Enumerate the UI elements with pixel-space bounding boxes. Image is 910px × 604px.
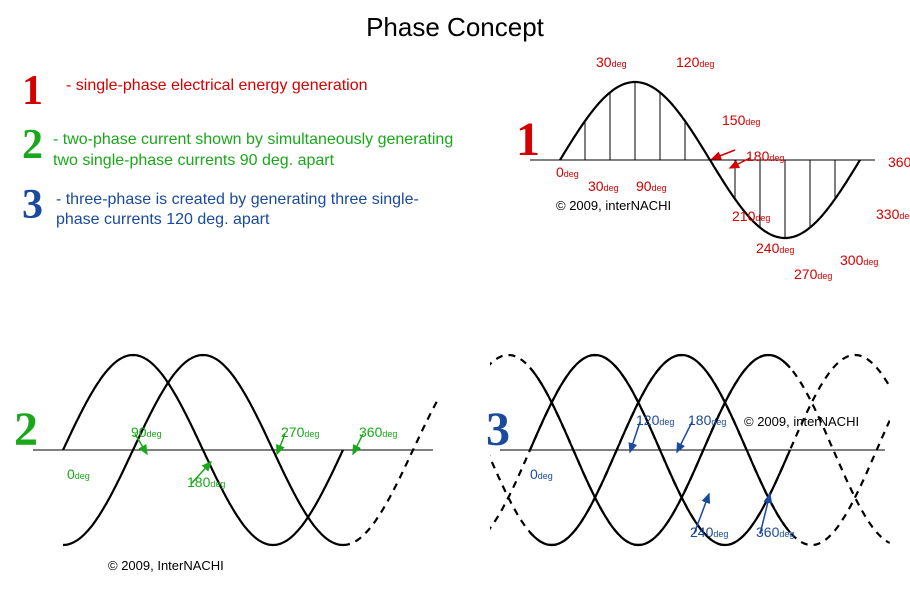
deg-label: 180deg [746,148,784,164]
wave-svg [520,60,880,260]
panel-number: 2 [14,406,38,454]
deg-label: 90deg [131,424,162,440]
panel-three-phase: 30deg120deg180deg240deg360deg© 2009, int… [490,320,900,590]
deg-label: 0deg [556,164,579,180]
deg-label: 0deg [530,466,553,482]
deg-label: 360deg [756,524,794,540]
panel-two-phase: 20deg90deg180deg270deg360deg© 2009, Inte… [18,320,448,590]
panel-number: 3 [486,406,510,454]
deg-label: 240deg [756,240,794,256]
deg-label: 330deg [876,206,910,222]
legend-num-3: 3 [22,184,46,226]
deg-label: 240deg [690,524,728,540]
deg-label: 360deg [359,424,397,440]
deg-label: 90deg [636,178,667,194]
legend-text-2: - two-phase current shown by simultaneou… [53,124,462,172]
legend-row-1: 1 - single-phase electrical energy gener… [22,70,462,112]
wave-svg [18,320,438,580]
wave-svg [490,320,890,580]
deg-label: 120deg [636,412,674,428]
copyright: © 2009, interNACHI [556,198,671,213]
legend-row-3: 3 - three-phase is created by generating… [22,184,462,232]
copyright: © 2009, InterNACHI [108,558,224,573]
deg-label: 360deg [888,154,910,170]
deg-label: 270deg [794,266,832,282]
legend-row-2: 2 - two-phase current shown by simultane… [22,124,462,172]
legend-num-2: 2 [22,124,43,166]
deg-label: 120deg [676,54,714,70]
legend-text-1: - single-phase electrical energy generat… [66,70,368,97]
legend-text-3: - three-phase is created by generating t… [56,184,462,232]
deg-label: 300deg [840,252,878,268]
deg-label: 180deg [688,412,726,428]
deg-label: 0deg [67,466,90,482]
deg-label: 30deg [588,178,619,194]
panel-number: 1 [516,116,540,164]
page-title: Phase Concept [0,12,910,43]
deg-label: 210deg [732,208,770,224]
copyright: © 2009, interNACHI [744,414,859,429]
deg-label: 150deg [722,112,760,128]
legend-num-1: 1 [22,70,56,112]
deg-label: 180deg [187,474,225,490]
deg-label: 270deg [281,424,319,440]
deg-label: 30deg [596,54,627,70]
legend: 1 - single-phase electrical energy gener… [22,70,462,243]
panel-single-phase: 10deg30deg30deg90deg120deg150deg180deg21… [520,60,900,300]
